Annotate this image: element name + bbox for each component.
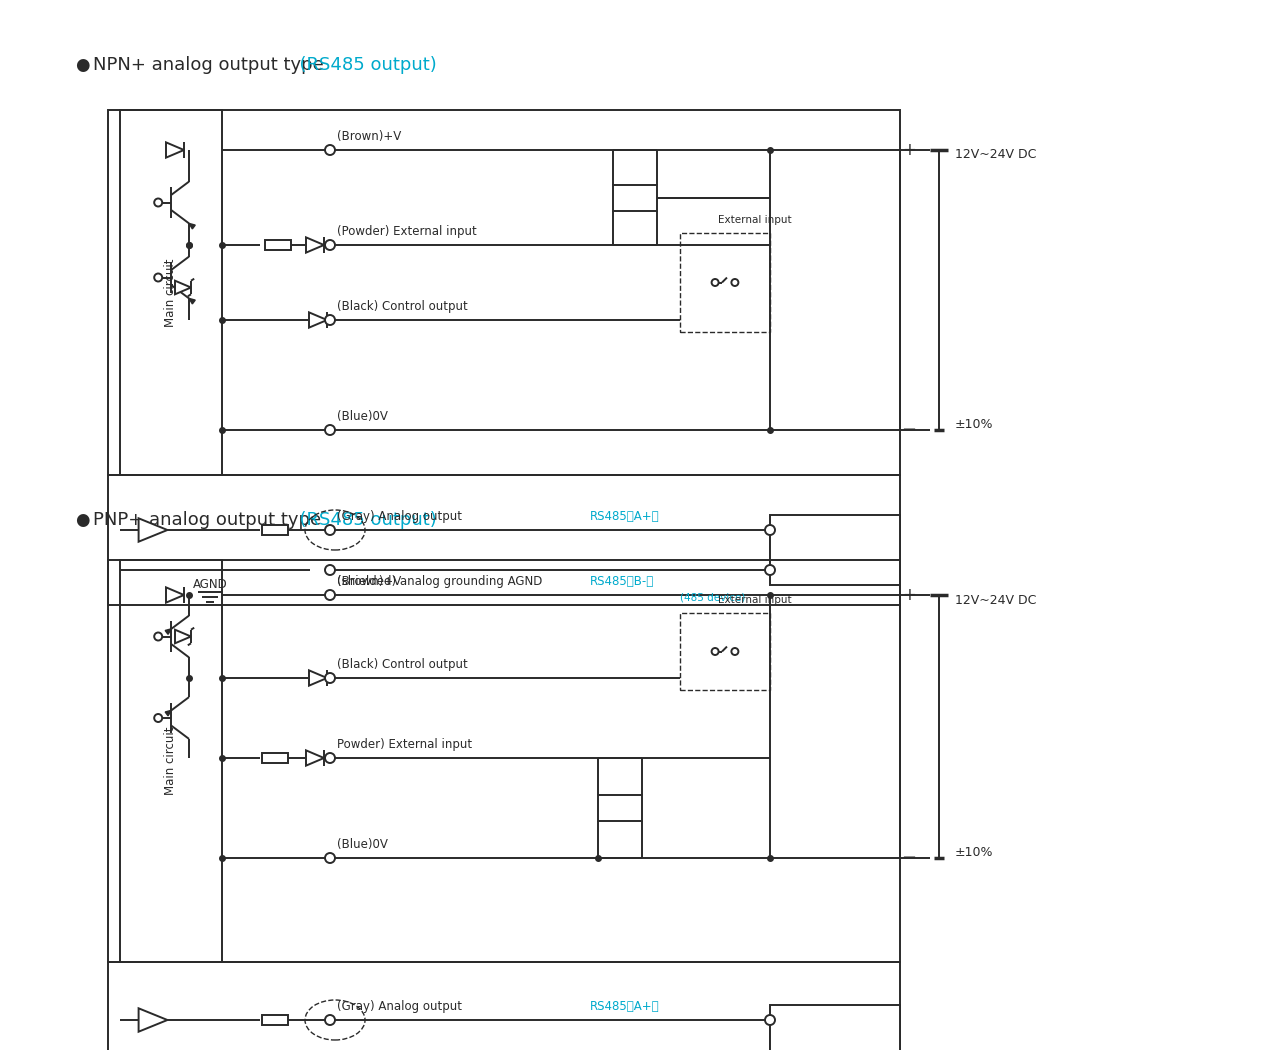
Text: (Blue)0V: (Blue)0V [336,410,388,423]
Circle shape [325,425,335,435]
Circle shape [712,648,719,655]
Bar [681,233,770,332]
Text: Powder) External input: Powder) External input [336,738,472,751]
Circle shape [325,565,335,575]
Text: External input: External input [719,215,792,225]
Polygon shape [188,224,195,229]
Bar [262,525,288,536]
Polygon shape [166,587,183,603]
Text: 12V~24V DC: 12V~24V DC [955,148,1036,162]
Bar [770,514,899,585]
Circle shape [765,525,775,536]
Circle shape [154,632,162,640]
Text: (Gray) Analog output: (Gray) Analog output [336,1000,462,1013]
Text: PNP+ analog output type: PNP+ analog output type [94,511,321,529]
Text: (RS485 output): (RS485 output) [288,56,436,74]
Text: (Powder) External input: (Powder) External input [336,225,477,238]
Text: ±10%: ±10% [955,419,993,432]
Text: (Brown)+V: (Brown)+V [336,130,401,143]
Circle shape [154,198,162,207]
Text: Analog input
device: Analog input device [802,1029,868,1050]
Circle shape [731,648,739,655]
Polygon shape [166,629,171,634]
Text: ●: ● [75,511,90,529]
Circle shape [154,273,162,281]
Text: load: load [607,801,632,815]
Bar [108,962,899,1050]
Polygon shape [175,630,191,644]
Text: RS485（A+）: RS485（A+） [589,1000,659,1013]
Bar [108,475,899,605]
Circle shape [325,1015,335,1025]
Text: External input: External input [719,595,792,605]
Text: Main circuit: Main circuit [164,727,177,795]
Text: AGND: AGND [192,578,228,591]
Text: Analog input
device: Analog input device [802,540,868,561]
Polygon shape [139,519,167,542]
Bar [108,110,899,475]
Circle shape [712,279,719,286]
Bar [120,110,221,475]
Circle shape [325,673,335,683]
Text: +: + [902,586,916,604]
Polygon shape [175,280,191,294]
Polygon shape [166,710,171,716]
Bar [262,1015,288,1025]
Text: Main circuit: Main circuit [164,258,177,327]
Text: (485 device): (485 device) [681,592,745,602]
Text: 12V~24V DC: 12V~24V DC [955,593,1036,607]
Polygon shape [139,1008,167,1032]
Text: +: + [902,141,916,159]
Text: −: − [901,849,916,867]
Text: load: load [622,191,648,204]
Bar [120,560,221,962]
Text: (Brown)+V: (Brown)+V [336,575,401,588]
Text: RS485（B-）: RS485（B-） [589,575,654,588]
Polygon shape [309,670,326,686]
Text: NPN+ analog output type: NPN+ analog output type [94,56,324,74]
Polygon shape [306,751,324,765]
Text: (RS485 output): (RS485 output) [288,511,436,529]
Circle shape [325,240,335,250]
Circle shape [731,279,739,286]
Text: −: − [901,421,916,439]
Circle shape [325,315,335,326]
Polygon shape [166,143,183,158]
Bar [598,795,643,821]
Text: ±10%: ±10% [955,846,993,860]
Circle shape [765,1015,775,1025]
Text: RS485（A+）: RS485（A+） [589,510,659,523]
Text: (Black) Control output: (Black) Control output [336,658,468,671]
Bar [770,1005,899,1050]
Text: (shielded) analog grounding AGND: (shielded) analog grounding AGND [336,575,543,588]
Polygon shape [306,237,324,253]
Polygon shape [188,298,195,303]
Circle shape [325,145,335,155]
Text: (Gray) Analog output: (Gray) Analog output [336,510,462,523]
Polygon shape [309,312,326,328]
Bar [264,240,291,250]
Circle shape [325,525,335,536]
Bar [108,560,899,962]
Circle shape [765,565,775,575]
Circle shape [154,714,162,722]
Text: ●: ● [75,56,90,74]
Bar [681,613,770,690]
Bar [614,185,657,210]
Circle shape [325,853,335,863]
Circle shape [325,753,335,763]
Circle shape [325,590,335,600]
Text: (Black) Control output: (Black) Control output [336,300,468,313]
Bar [262,753,288,763]
Text: (Blue)0V: (Blue)0V [336,838,388,851]
